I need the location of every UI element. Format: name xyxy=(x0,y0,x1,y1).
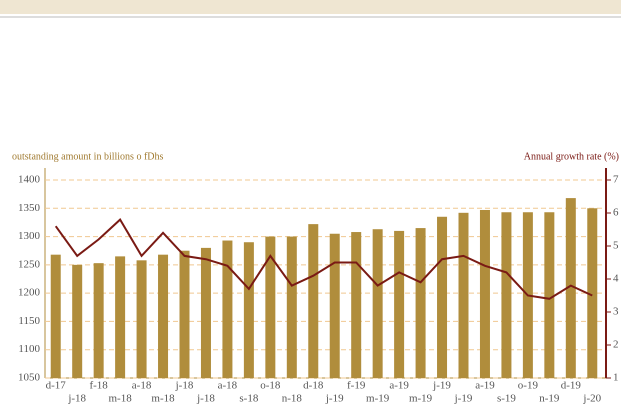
y-tick-label: 1350 xyxy=(18,202,41,214)
x-tick-label: n-18 xyxy=(282,393,303,405)
bar xyxy=(458,212,469,378)
bar xyxy=(351,232,362,378)
x-tick-label: f-18 xyxy=(89,380,108,392)
x-tick-label: j-18 xyxy=(196,393,215,405)
x-tick-label: d-19 xyxy=(561,380,582,392)
y2-tick-label: 3 xyxy=(613,306,619,318)
x-tick-label: d-18 xyxy=(303,380,324,392)
x-tick-label: m-19 xyxy=(409,393,433,405)
x-tick-label: m-18 xyxy=(108,393,132,405)
x-tick-label: o-19 xyxy=(518,380,539,392)
x-tick-label: j-19 xyxy=(325,393,344,405)
x-tick-label: a-18 xyxy=(218,380,238,392)
x-tick-label: d-17 xyxy=(46,380,67,392)
bar xyxy=(587,208,598,378)
y2-tick-label: 4 xyxy=(613,273,619,285)
bar xyxy=(544,212,555,378)
y-tick-label: 1300 xyxy=(18,230,41,242)
line xyxy=(54,218,593,300)
y2-tick-label: 6 xyxy=(613,207,619,219)
bar xyxy=(179,250,190,378)
bar xyxy=(286,236,297,378)
bar xyxy=(308,224,319,378)
bar xyxy=(329,233,340,378)
y2-tick-label: 1 xyxy=(613,372,619,384)
y-axis-title: outstanding amount in billions o fDhs xyxy=(12,151,163,162)
y-tick-label: 1400 xyxy=(18,174,41,186)
bar xyxy=(243,242,254,378)
x-tick-label: a-18 xyxy=(132,380,152,392)
x-tick-label: j-20 xyxy=(582,393,601,405)
y2-tick-label: 5 xyxy=(613,240,619,252)
bar xyxy=(394,230,405,378)
bar xyxy=(501,212,512,378)
header-band xyxy=(0,0,621,14)
bar xyxy=(565,198,576,378)
x-tick-label: j-19 xyxy=(454,393,473,405)
x-tick-label: s-19 xyxy=(497,393,516,405)
x-tick-label: a-19 xyxy=(475,380,495,392)
bar xyxy=(200,247,211,378)
y-tick-label: 1200 xyxy=(18,287,41,299)
x-tick-label: n-19 xyxy=(539,393,560,405)
bar xyxy=(479,209,490,378)
x-tick-label: f-19 xyxy=(347,380,366,392)
bar xyxy=(222,240,233,378)
bar xyxy=(72,264,83,378)
bar xyxy=(93,263,104,378)
y2-tick-label: 2 xyxy=(613,339,619,351)
x-tick-label: o-18 xyxy=(260,380,281,392)
y2-tick-label: 7 xyxy=(613,174,619,186)
bar xyxy=(158,254,169,378)
bar xyxy=(136,260,147,378)
y2-axis-title: Annual growth rate (%) xyxy=(524,151,619,162)
bar xyxy=(265,236,276,378)
y-tick-label: 1100 xyxy=(18,343,40,355)
y-tick-label: 1050 xyxy=(18,372,41,384)
x-tick-label: j-18 xyxy=(175,380,194,392)
bar xyxy=(415,228,426,378)
bar xyxy=(115,256,126,378)
x-tick-label: j-19 xyxy=(432,380,451,392)
x-tick-label: s-18 xyxy=(239,393,258,405)
x-tick-label: j-18 xyxy=(67,393,86,405)
bar xyxy=(50,254,61,378)
y-tick-label: 1250 xyxy=(18,258,41,270)
x-tick-label: m-18 xyxy=(151,393,175,405)
x-tick-label: m-19 xyxy=(366,393,390,405)
bar xyxy=(372,229,383,378)
bar xyxy=(437,216,448,378)
x-tick-label: a-19 xyxy=(389,380,409,392)
y-tick-label: 1150 xyxy=(18,315,40,327)
